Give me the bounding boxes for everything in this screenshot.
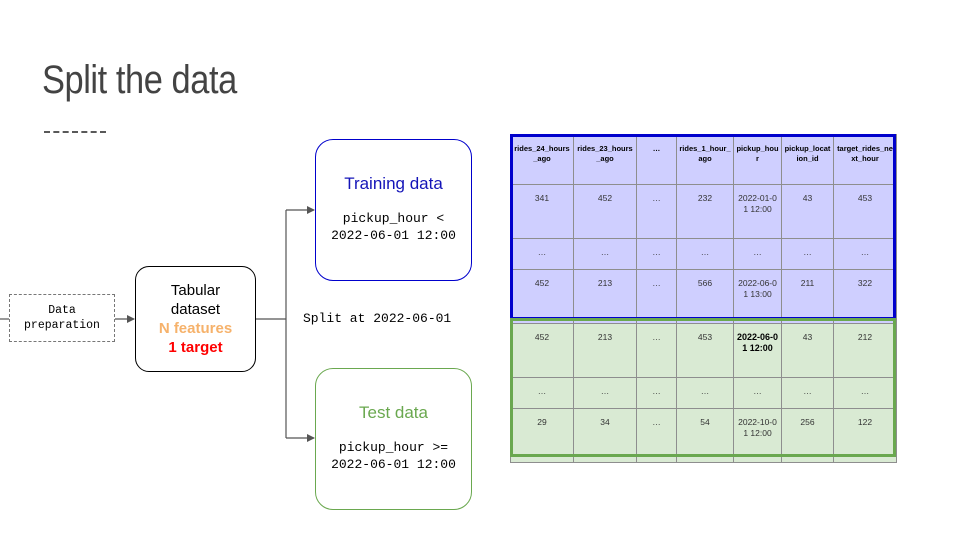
table-cell: 212 — [833, 323, 897, 378]
table-cell: 566 — [676, 269, 734, 324]
table-cell: 256 — [781, 408, 834, 463]
table-header-cell: pickup_location_id — [781, 134, 834, 185]
table-cell: 43 — [781, 184, 834, 239]
test-condition-line2: 2022-06-01 12:00 — [331, 457, 456, 472]
table-cell: 34 — [573, 408, 637, 463]
table-cell: … — [781, 377, 834, 409]
table-cell: … — [510, 377, 574, 409]
table-cell: … — [781, 238, 834, 270]
table-cell: … — [833, 238, 897, 270]
table-cell: 452 — [510, 323, 574, 378]
training-data-box: Training data pickup_hour < 2022-06-01 1… — [315, 139, 472, 281]
test-data-box: Test data pickup_hour >= 2022-06-01 12:0… — [315, 368, 472, 510]
table-row-test: 452 213 … 453 2022-06-01 12:00 43 212 — [510, 323, 897, 378]
tabular-line1: Tabular — [170, 282, 221, 299]
table-cell: 211 — [781, 269, 834, 324]
table-row-train: 341 452 … 232 2022-01-01 12:00 43 453 — [510, 184, 897, 239]
table-cell: 453 — [833, 184, 897, 239]
table-cell: … — [636, 184, 677, 239]
prep-line1: Data — [48, 304, 76, 317]
table-row-test: 29 34 … 54 2022-10-01 12:00 256 122 — [510, 408, 897, 463]
training-data-condition: pickup_hour < 2022-06-01 12:00 — [316, 210, 471, 244]
table-cell: 322 — [833, 269, 897, 324]
title-divider — [44, 131, 106, 133]
test-data-title: Test data — [359, 403, 428, 422]
table-row-train: 452 213 … 566 2022-06-01 13:00 211 322 — [510, 269, 897, 324]
table-cell: 29 — [510, 408, 574, 463]
data-preparation-box: Data preparation — [9, 294, 115, 342]
table-cell: 453 — [676, 323, 734, 378]
tabular-line2: dataset — [170, 301, 221, 318]
training-data-title: Training data — [344, 174, 443, 193]
table-cell: 122 — [833, 408, 897, 463]
table-row-test: … … … … … … … — [510, 377, 897, 409]
table-cell: … — [636, 408, 677, 463]
table-cell: … — [833, 377, 897, 409]
table-header-cell: rides_24_hours_ago — [510, 134, 574, 185]
table-cell: … — [636, 323, 677, 378]
slide-title: Split the data — [42, 58, 237, 102]
test-condition-line1: pickup_hour >= — [338, 440, 449, 455]
split-label: Split at 2022-06-01 — [303, 311, 452, 326]
table-cell-split-point: 2022-06-01 12:00 — [733, 323, 782, 378]
tabular-features: N features — [158, 320, 233, 337]
table-cell: … — [733, 238, 782, 270]
test-data-condition: pickup_hour >= 2022-06-01 12:00 — [316, 439, 471, 473]
table-header-cell: rides_23_hours_ago — [573, 134, 637, 185]
table-cell: 452 — [573, 184, 637, 239]
table-cell: … — [510, 238, 574, 270]
table-cell: … — [733, 377, 782, 409]
table-cell: … — [573, 377, 637, 409]
table-cell: … — [676, 238, 734, 270]
table-header-cell: rides_1_hour_ago — [676, 134, 734, 185]
training-condition-line1: pickup_hour < — [342, 211, 445, 226]
table-cell: 452 — [510, 269, 574, 324]
table-row-train: … … … … … … … — [510, 238, 897, 270]
dataset-table: rides_24_hours_ago rides_23_hours_ago … … — [510, 134, 897, 463]
table-cell: 2022-01-01 12:00 — [733, 184, 782, 239]
table-header-cell: … — [636, 134, 677, 185]
tabular-target: 1 target — [168, 339, 223, 356]
prep-line2: preparation — [24, 319, 100, 332]
table-cell: 43 — [781, 323, 834, 378]
table-header-row: rides_24_hours_ago rides_23_hours_ago … … — [510, 134, 897, 185]
table-cell: 54 — [676, 408, 734, 463]
table-cell: … — [636, 377, 677, 409]
table-header-cell: pickup_hour — [733, 134, 782, 185]
tabular-dataset-box: Tabular dataset N features 1 target — [135, 266, 256, 372]
table-cell: … — [676, 377, 734, 409]
table-cell: … — [636, 269, 677, 324]
table-cell: 232 — [676, 184, 734, 239]
table-cell: 2022-06-01 13:00 — [733, 269, 782, 324]
training-condition-line2: 2022-06-01 12:00 — [331, 228, 456, 243]
table-cell: 213 — [573, 269, 637, 324]
table-header-cell: target_rides_next_hour — [833, 134, 897, 185]
table-cell: … — [636, 238, 677, 270]
table-cell: 2022-10-01 12:00 — [733, 408, 782, 463]
table-cell: 341 — [510, 184, 574, 239]
dataset-table-wrapper: rides_24_hours_ago rides_23_hours_ago … … — [510, 134, 897, 463]
table-cell: … — [573, 238, 637, 270]
table-cell: 213 — [573, 323, 637, 378]
